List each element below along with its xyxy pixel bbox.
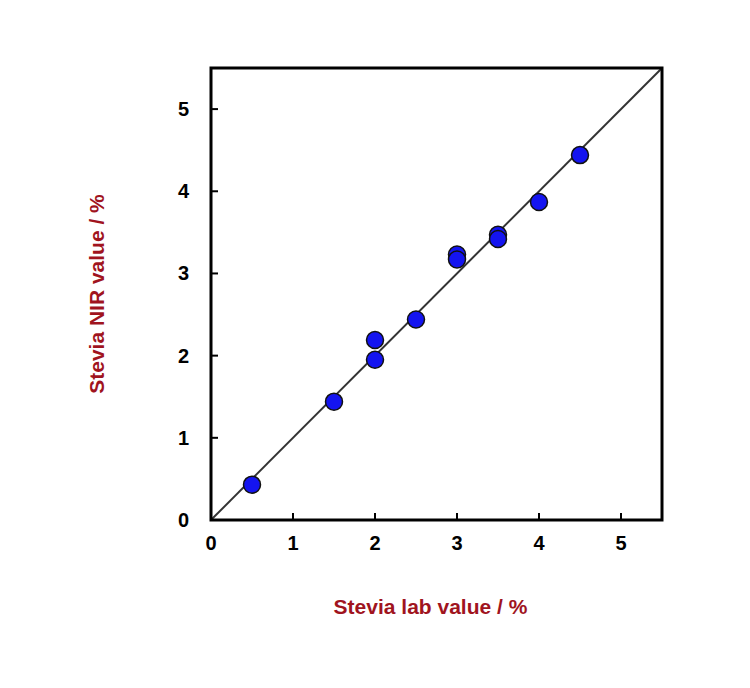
point — [449, 251, 466, 268]
y-axis-label: Stevia NIR value / % — [85, 194, 108, 394]
y-tick-label: 5 — [178, 98, 189, 120]
point — [572, 147, 589, 164]
point — [367, 332, 384, 349]
y-tick-label: 4 — [178, 180, 190, 202]
y-tick-label: 0 — [178, 509, 189, 531]
x-tick-label: 0 — [205, 532, 216, 554]
x-tick-label: 4 — [533, 532, 545, 554]
x-tick-label: 1 — [287, 532, 298, 554]
point — [367, 351, 384, 368]
point — [408, 311, 425, 328]
point — [531, 193, 548, 210]
y-tick-label: 3 — [178, 262, 189, 284]
x-tick-label: 3 — [451, 532, 462, 554]
y-tick-label: 2 — [178, 345, 189, 367]
reference-line — [211, 68, 662, 520]
point — [244, 476, 261, 493]
x-axis-label: Stevia lab value / % — [334, 595, 528, 618]
plot-area — [211, 68, 662, 520]
point — [326, 393, 343, 410]
x-tick-label: 5 — [615, 532, 626, 554]
y-tick-label: 1 — [178, 427, 189, 449]
x-tick-label: 2 — [369, 532, 380, 554]
plot-frame — [211, 68, 662, 520]
point — [490, 230, 507, 247]
